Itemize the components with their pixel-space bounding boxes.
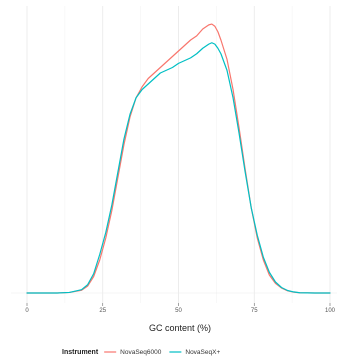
x-tick-label: 25 <box>99 308 106 314</box>
grid-lines <box>11 6 337 303</box>
x-axis-title: GC content (%) <box>149 323 211 333</box>
series-line-novaseqx-plus <box>26 42 331 294</box>
series-lines <box>26 23 331 294</box>
x-tick-label: 0 <box>25 308 29 314</box>
plot-panel <box>11 6 337 303</box>
legend-title: Instrument <box>62 349 99 356</box>
legend-label-novaseq6000: NovaSeq6000 <box>120 349 162 356</box>
legend: Instrument NovaSeq6000 NovaSeqX+ <box>62 349 220 356</box>
series-line-novaseq6000 <box>26 23 331 294</box>
plot-background <box>11 6 337 303</box>
x-tick-label: 50 <box>175 308 182 314</box>
x-axis: 0 25 50 75 100 <box>25 303 336 314</box>
legend-label-novaseqx-plus: NovaSeqX+ <box>185 349 220 356</box>
x-tick-label: 100 <box>325 308 336 314</box>
x-tick-label: 75 <box>251 308 258 314</box>
